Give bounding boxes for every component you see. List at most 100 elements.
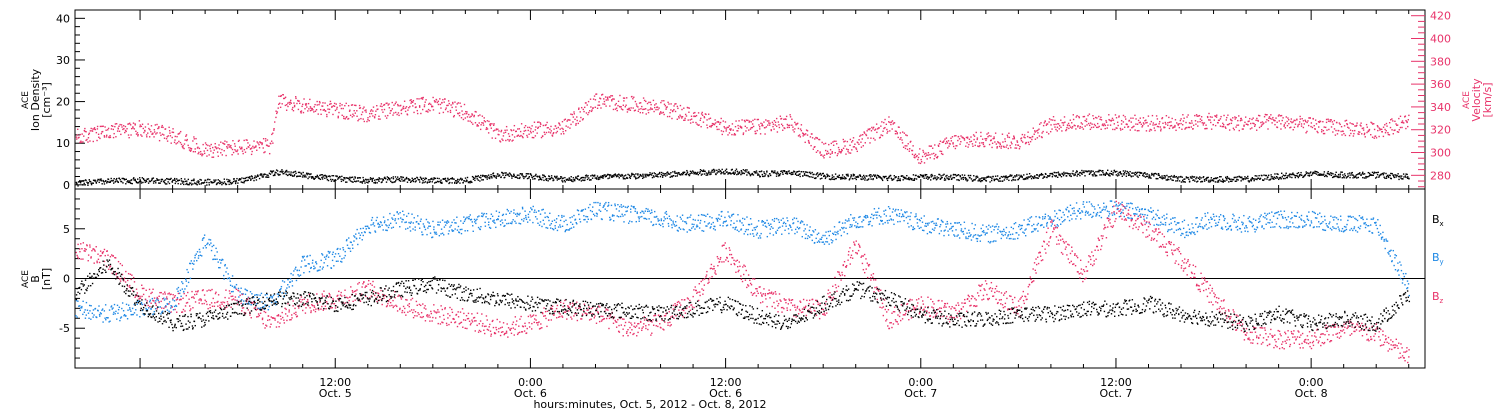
density-series-point xyxy=(198,181,199,182)
density-series-point xyxy=(973,179,974,180)
density-series-point xyxy=(1356,174,1357,175)
density-series-point xyxy=(1267,176,1268,177)
velocity-series-point xyxy=(275,117,276,118)
velocity-series-point xyxy=(221,149,222,150)
density-series-point xyxy=(698,174,699,175)
density-series-point xyxy=(438,178,439,179)
velocity-series-point xyxy=(90,130,91,131)
velocity-series-point xyxy=(435,101,436,102)
density-series-point xyxy=(349,178,350,179)
density-series-point xyxy=(439,181,440,182)
by-series-point xyxy=(230,280,231,281)
density-series-point xyxy=(490,174,491,175)
by-series-point xyxy=(172,299,173,300)
velocity-series-point xyxy=(505,140,506,141)
density-series-point xyxy=(661,174,662,175)
density-series-point xyxy=(809,172,810,173)
density-series-point xyxy=(1349,174,1350,175)
density-series-point xyxy=(415,180,416,181)
density-series-point xyxy=(801,171,802,172)
velocity-series-point xyxy=(580,117,581,118)
velocity-series-point xyxy=(467,116,468,117)
density-series-point xyxy=(132,183,133,184)
velocity-series-point xyxy=(1024,134,1025,135)
velocity-series-point xyxy=(540,124,541,125)
by-series-point xyxy=(112,307,113,308)
density-series-point xyxy=(401,176,402,177)
density-series-point xyxy=(1235,177,1236,178)
x-tick-label-date: Oct. 7 xyxy=(904,387,937,400)
velocity-series-point xyxy=(407,114,408,115)
velocity-series-point xyxy=(278,96,279,97)
by-series-point xyxy=(177,297,178,298)
velocity-series-point xyxy=(1004,138,1005,139)
velocity-series-point xyxy=(1014,147,1015,148)
velocity-series-point xyxy=(964,138,965,139)
density-series-point xyxy=(799,176,800,177)
by-series-point xyxy=(180,296,181,297)
velocity-series-point xyxy=(678,117,679,118)
velocity-series-point xyxy=(199,148,200,149)
velocity-series-point xyxy=(1307,120,1308,121)
by-series-point xyxy=(76,300,77,301)
velocity-series-point xyxy=(610,95,611,96)
by-series-point xyxy=(167,309,168,310)
velocity-series-point xyxy=(947,147,948,148)
density-series-point xyxy=(1147,173,1148,174)
velocity-series-point xyxy=(790,116,791,117)
density-series-point xyxy=(341,181,342,182)
density-series-point xyxy=(1156,173,1157,174)
velocity-series-point xyxy=(452,102,453,103)
velocity-series-point xyxy=(237,149,238,150)
density-series-point xyxy=(1210,179,1211,180)
velocity-series-point xyxy=(1370,134,1371,135)
velocity-series-point xyxy=(1341,134,1342,135)
velocity-series-point xyxy=(216,148,217,149)
density-series-point xyxy=(1338,174,1339,175)
velocity-series-point xyxy=(125,131,126,132)
density-series-point xyxy=(1219,176,1220,177)
by-series-point xyxy=(274,301,275,302)
velocity-series-point xyxy=(96,132,97,133)
velocity-series-point xyxy=(241,147,242,148)
velocity-series-point xyxy=(1277,127,1278,128)
velocity-series-point xyxy=(783,119,784,120)
velocity-series-point xyxy=(234,143,235,144)
velocity-series-point xyxy=(274,121,275,122)
velocity-series-point xyxy=(1146,122,1147,123)
velocity-series-point xyxy=(520,131,521,132)
velocity-series-point xyxy=(975,141,976,142)
velocity-series-point xyxy=(364,121,365,122)
velocity-series-point xyxy=(673,109,674,110)
velocity-series-point xyxy=(886,132,887,133)
density-series-point xyxy=(1251,178,1252,179)
density-series-point xyxy=(1342,174,1343,175)
velocity-series-point xyxy=(1249,118,1250,119)
velocity-series-point xyxy=(776,126,777,127)
density-series-point xyxy=(1052,173,1053,174)
density-series-point xyxy=(932,175,933,176)
by-series-point xyxy=(155,300,156,301)
density-series-point xyxy=(1378,176,1379,177)
density-series-point xyxy=(838,177,839,178)
density-series-point xyxy=(878,175,879,176)
velocity-series-point xyxy=(361,114,362,115)
velocity-series-point xyxy=(1152,115,1153,116)
velocity-series-point xyxy=(327,108,328,109)
velocity-series-point xyxy=(1024,137,1025,138)
density-series-point xyxy=(860,176,861,177)
by-series-point xyxy=(199,249,200,250)
velocity-series-point xyxy=(1046,132,1047,133)
velocity-series-point xyxy=(1328,129,1329,130)
velocity-series-point xyxy=(764,127,765,128)
density-series-point xyxy=(677,175,678,176)
velocity-series-point xyxy=(1270,118,1271,119)
density-series-point xyxy=(1298,172,1299,173)
velocity-series-point xyxy=(816,152,817,153)
velocity-series-point xyxy=(375,114,376,115)
velocity-series-point xyxy=(670,103,671,104)
velocity-series-point xyxy=(472,114,473,115)
density-series-point xyxy=(1398,179,1399,180)
velocity-series-point xyxy=(1117,125,1118,126)
velocity-series-point xyxy=(1152,124,1153,125)
